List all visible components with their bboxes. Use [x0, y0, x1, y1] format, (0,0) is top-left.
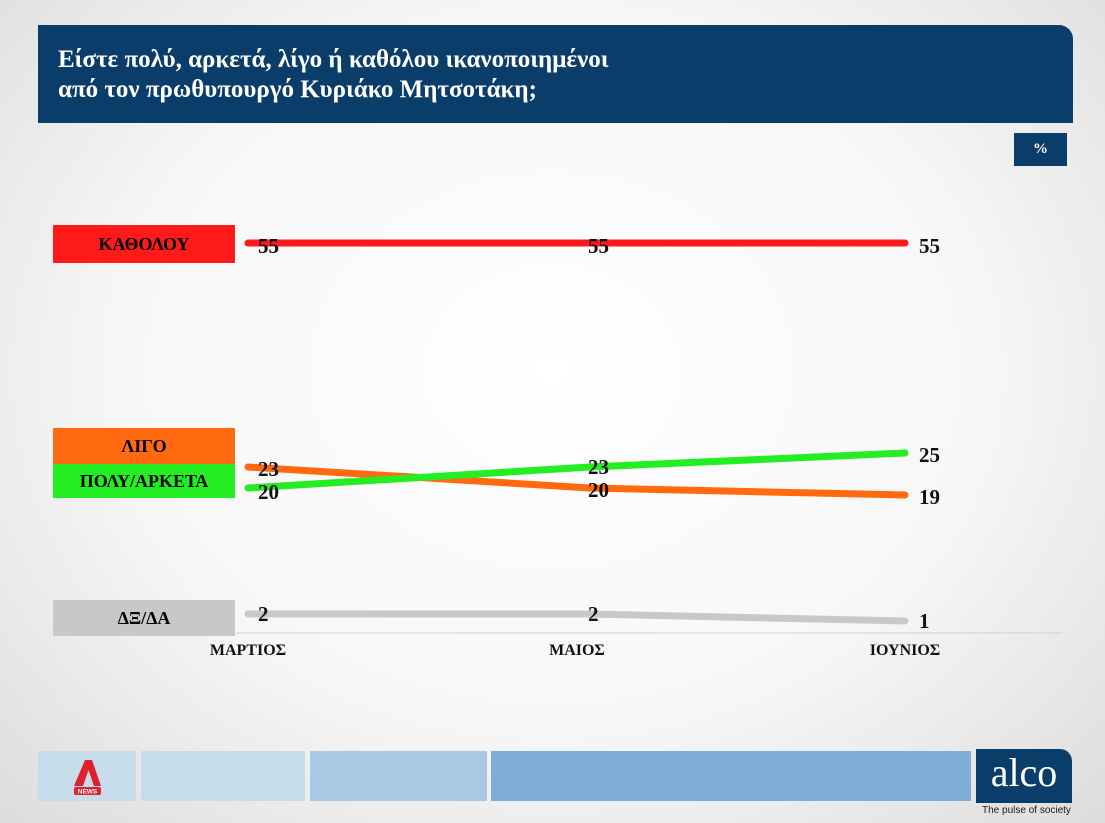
x-tick-label-0: ΜΑΡΤΙΟΣ: [210, 642, 286, 659]
data-label-0-0: 55: [258, 234, 279, 258]
series-line-2: [244, 449, 909, 492]
legend-poly-arketa: ΠΟΛΥ/ΑΡΚΕΤΑ: [53, 464, 235, 498]
legend-dx-da: ΔΞ/ΔΑ: [53, 600, 235, 636]
series-line-1: [244, 463, 909, 499]
series-line-3: [244, 610, 909, 625]
alpha-news-icon: NEWS: [74, 760, 101, 796]
data-label-1-2: 19: [919, 485, 940, 509]
x-tick-label-2: ΙΟΥΝΙΟΣ: [870, 642, 941, 659]
data-label-2-0: 20: [258, 480, 279, 504]
unit-badge: %: [1014, 133, 1067, 166]
legend-kathalou: ΚΑΘΟΛΟΥ: [53, 225, 235, 263]
legend-ligo: ΛΙΓΟ: [53, 428, 235, 464]
x-tick-label-1: ΜΑΙΟΣ: [549, 642, 605, 659]
alco-brand: alco: [990, 750, 1058, 795]
alco-tagline: The pulse of society: [982, 805, 1071, 816]
data-label-0-2: 55: [919, 234, 940, 258]
footer-band-2: [310, 751, 487, 801]
footer-band-3: [491, 751, 971, 801]
alco-logo: alco: [976, 749, 1072, 803]
svg-text:NEWS: NEWS: [78, 789, 98, 796]
footer-band-1: [141, 751, 305, 801]
data-label-0-1: 55: [588, 234, 609, 258]
data-label-2-2: 25: [919, 443, 940, 467]
chart-title-line-2: από τον πρωθυπουργό Κυριάκο Μητσοτάκη;: [58, 76, 537, 103]
data-label-1-1: 20: [588, 478, 609, 502]
news-logo: NEWS: [38, 751, 136, 801]
data-label-3-1: 2: [588, 602, 599, 626]
data-label-3-0: 2: [258, 602, 269, 626]
chart-title-line-1: Είστε πολύ, αρκετά, λίγο ή καθόλου ικανο…: [58, 46, 609, 73]
data-label-3-2: 1: [919, 609, 930, 633]
chart-header: Είστε πολύ, αρκετά, λίγο ή καθόλου ικανο…: [38, 25, 1073, 123]
data-label-1-0: 23: [258, 457, 279, 481]
data-label-2-1: 23: [588, 455, 609, 479]
